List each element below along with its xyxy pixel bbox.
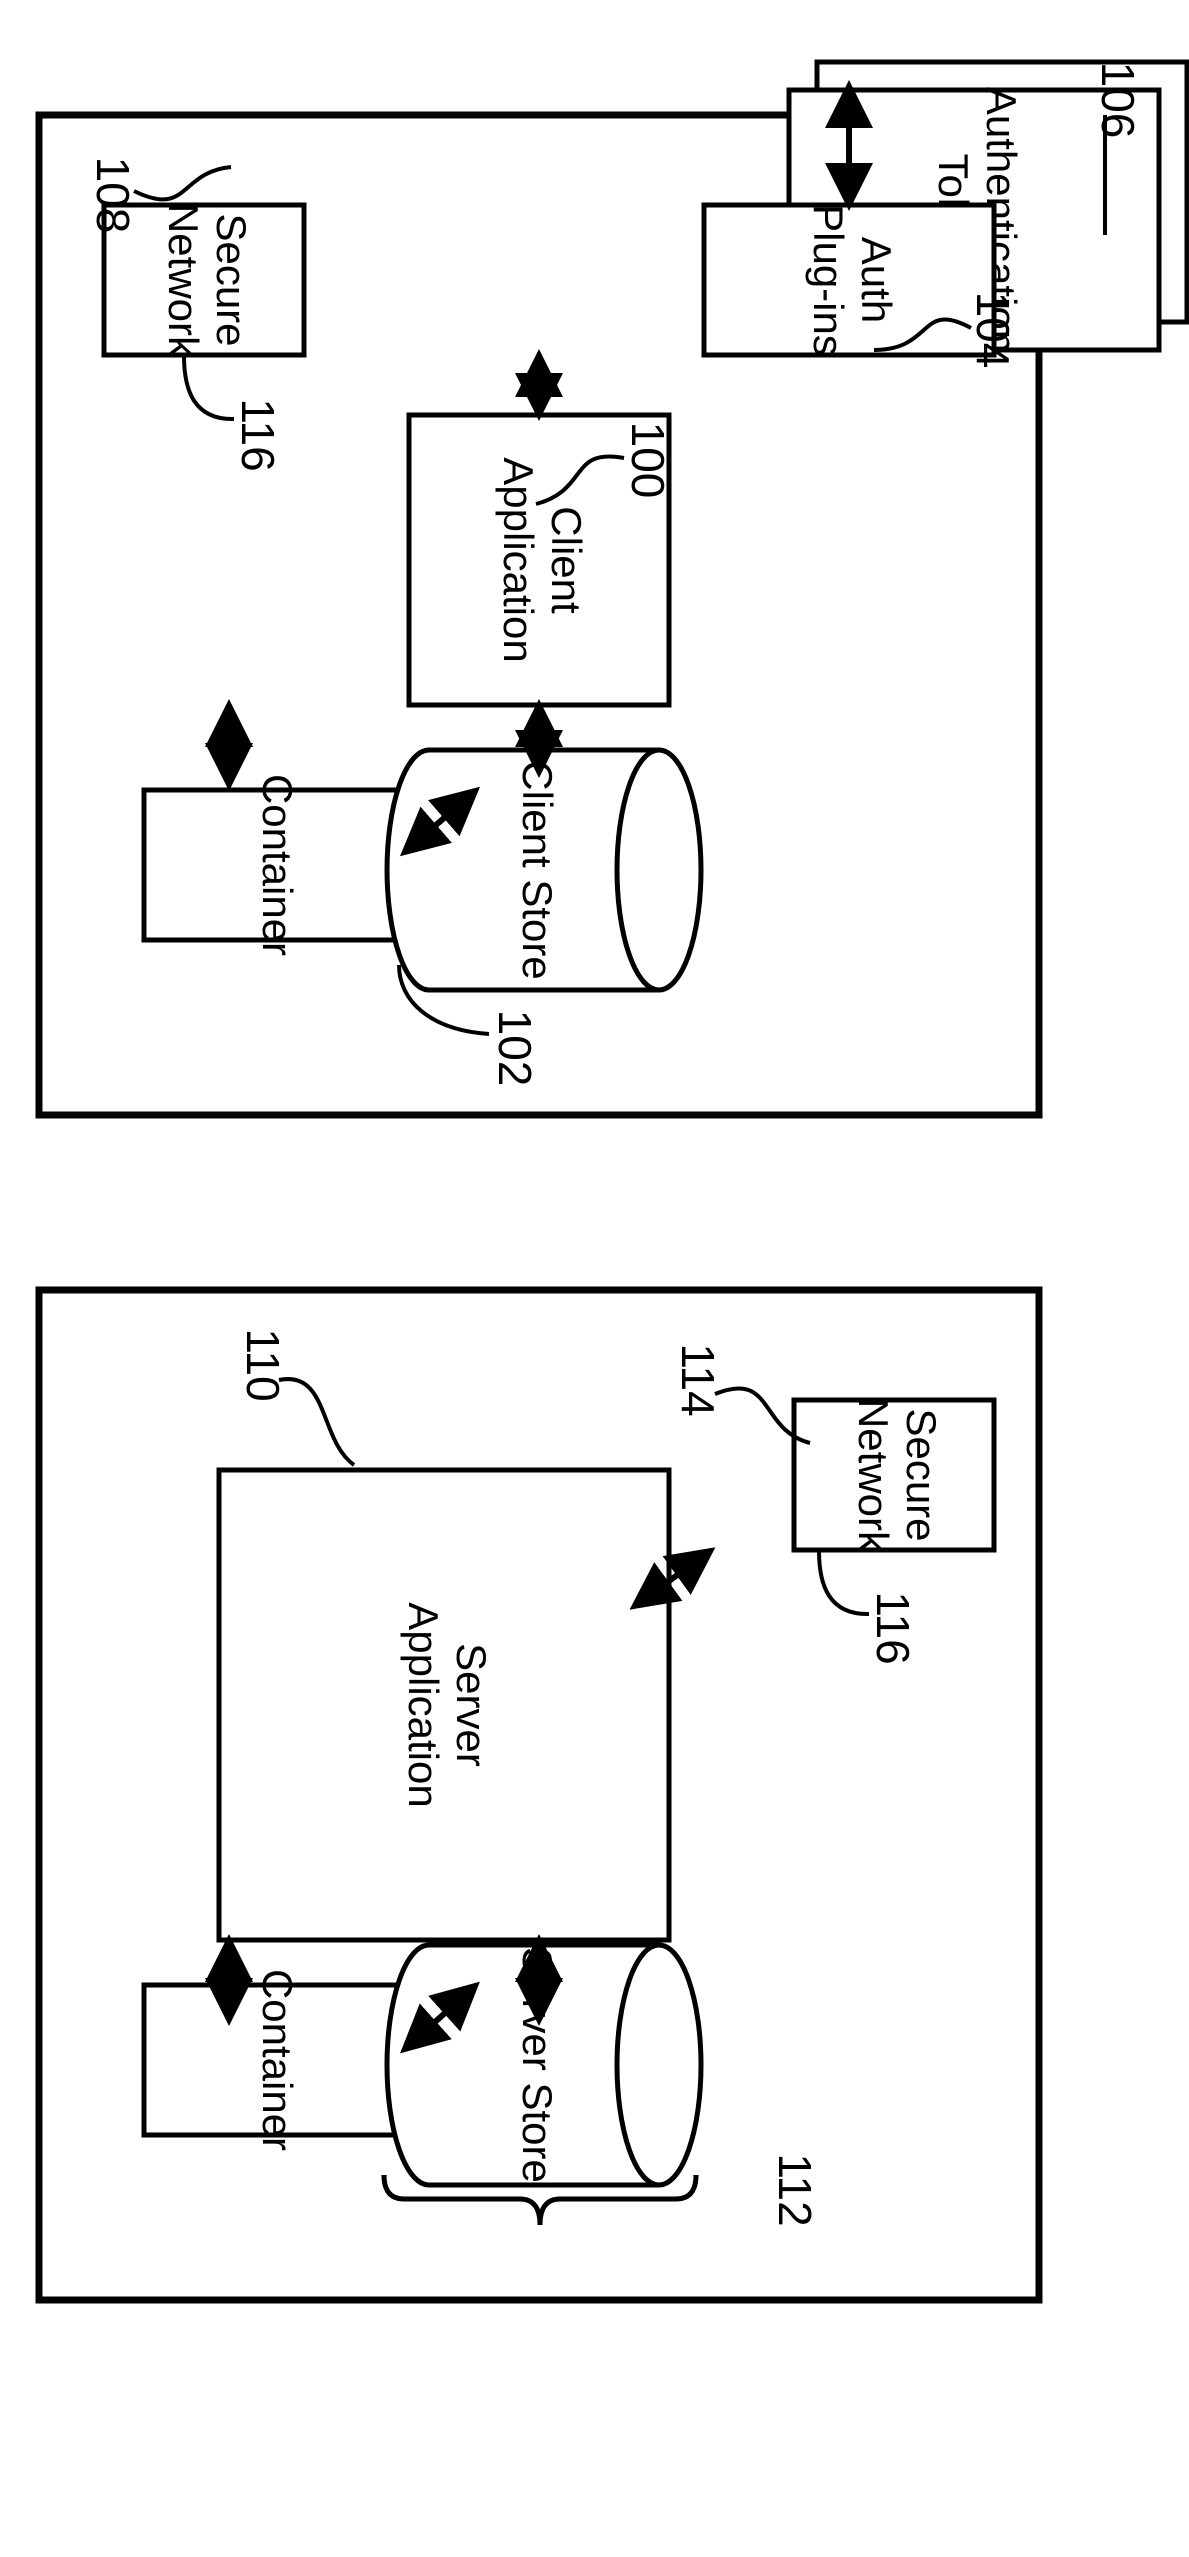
architecture-diagram: AuthenticationTokensAuthPlug-insClientAp… — [0, 0, 1189, 2557]
ref-116-client: 116 — [184, 356, 284, 472]
svg-text:Application: Application — [495, 457, 542, 662]
auth-plugins-box: AuthPlug-ins — [704, 204, 994, 356]
svg-text:Application: Application — [400, 1602, 447, 1807]
svg-text:Plug-ins: Plug-ins — [805, 204, 852, 356]
svg-text:Auth: Auth — [853, 237, 900, 323]
svg-text:110: 110 — [237, 1328, 289, 1401]
ref-116-server: 116 — [819, 1551, 919, 1665]
svg-text:106: 106 — [1092, 62, 1144, 139]
client-container-box: Container — [144, 774, 404, 956]
svg-text:116: 116 — [232, 398, 284, 471]
svg-text:100: 100 — [622, 422, 674, 499]
ref-114: 114 — [672, 1343, 810, 1443]
svg-text:Container: Container — [254, 1969, 301, 2151]
svg-text:114: 114 — [672, 1343, 724, 1416]
svg-text:Container: Container — [254, 774, 301, 956]
svg-text:112: 112 — [769, 2153, 821, 2226]
svg-text:Network: Network — [160, 203, 207, 358]
ref-112: 112 — [769, 2153, 821, 2226]
svg-text:108: 108 — [87, 157, 139, 234]
server-secure-network-box: SecureNetwork — [794, 1398, 994, 1553]
server-store-cylinder: Server Store — [387, 1945, 701, 2185]
svg-text:102: 102 — [489, 1010, 541, 1087]
ref-110: 110 — [237, 1328, 354, 1465]
client-store-cylinder: Client Store — [387, 750, 701, 990]
svg-text:104: 104 — [967, 292, 1019, 369]
server-container-box: Container — [144, 1969, 404, 2151]
svg-text:Secure: Secure — [208, 213, 255, 346]
svg-text:Server: Server — [448, 1643, 495, 1767]
svg-text:Client: Client — [543, 506, 590, 614]
server-application-box: ServerApplication — [219, 1470, 669, 1940]
svg-text:116: 116 — [867, 1591, 919, 1664]
svg-text:Client Store: Client Store — [514, 760, 561, 979]
svg-text:Network: Network — [850, 1398, 897, 1553]
svg-text:Secure: Secure — [898, 1408, 945, 1541]
